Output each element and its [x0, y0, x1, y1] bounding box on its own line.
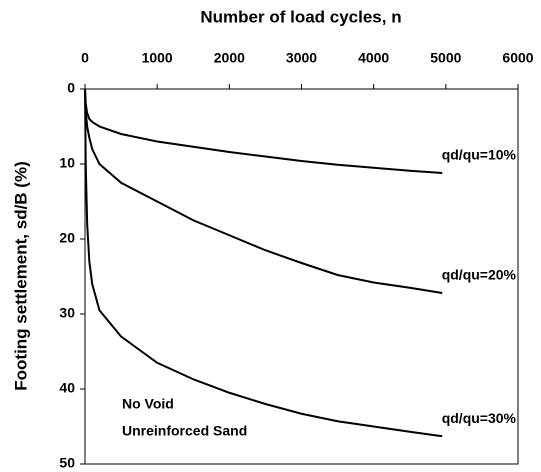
x-tick-label: 1000 — [142, 50, 173, 66]
x-tick-label: 6000 — [502, 50, 533, 66]
x-axis-title: Number of load cycles, n — [200, 7, 401, 26]
y-tick-label: 50 — [59, 455, 75, 471]
x-tick-label: 5000 — [430, 50, 461, 66]
y-tick-label: 0 — [67, 80, 75, 96]
series-label: qd/qu=10% — [442, 147, 517, 163]
y-axis-title: Footing settlement, sd/B (%) — [11, 161, 30, 391]
y-tick-label: 10 — [59, 155, 75, 171]
series-line — [84, 88, 443, 438]
x-tick-label: 4000 — [358, 50, 389, 66]
y-tick-label: 30 — [59, 305, 75, 321]
y-tick-label: 20 — [59, 230, 75, 246]
x-tick-label: 0 — [81, 50, 89, 66]
y-tick-label: 40 — [59, 380, 75, 396]
x-tick-label: 3000 — [286, 50, 317, 66]
series-line — [84, 88, 443, 174]
x-tick-label: 2000 — [214, 50, 245, 66]
series-line — [84, 88, 443, 294]
annotation: No Void — [122, 396, 174, 412]
annotation: Unreinforced Sand — [122, 423, 247, 439]
series-label: qd/qu=30% — [442, 410, 517, 426]
series-label: qd/qu=20% — [442, 267, 517, 283]
